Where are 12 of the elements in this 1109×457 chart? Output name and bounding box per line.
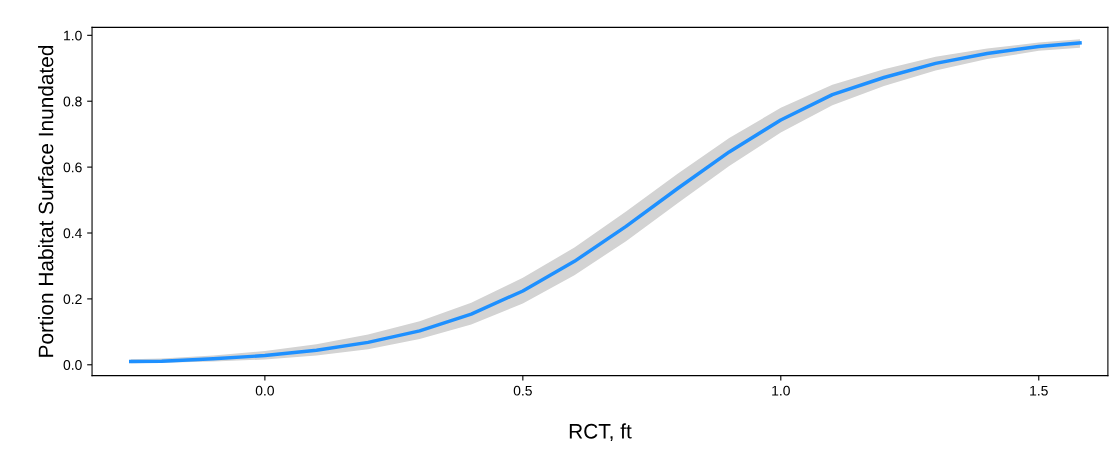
- x-tick-label: 1.5: [1030, 385, 1048, 396]
- y-tick-label: 0.6: [63, 162, 82, 173]
- y-tick-label: 0.4: [63, 228, 82, 239]
- y-tick-label: 1.0: [64, 30, 82, 41]
- x-tick-label: 1.0: [772, 385, 790, 396]
- y-tick-label: 0.0: [63, 360, 82, 370]
- y-axis-title: Portion Habitat Surface Inundated: [38, 45, 54, 357]
- x-axis-title: RCT, ft: [569, 423, 632, 442]
- y-tick-label: 0.2: [63, 294, 82, 305]
- x-tick-label: 0.5: [513, 385, 532, 396]
- y-tick-label: 0.8: [63, 96, 82, 107]
- x-tick-label: 0.0: [255, 385, 274, 396]
